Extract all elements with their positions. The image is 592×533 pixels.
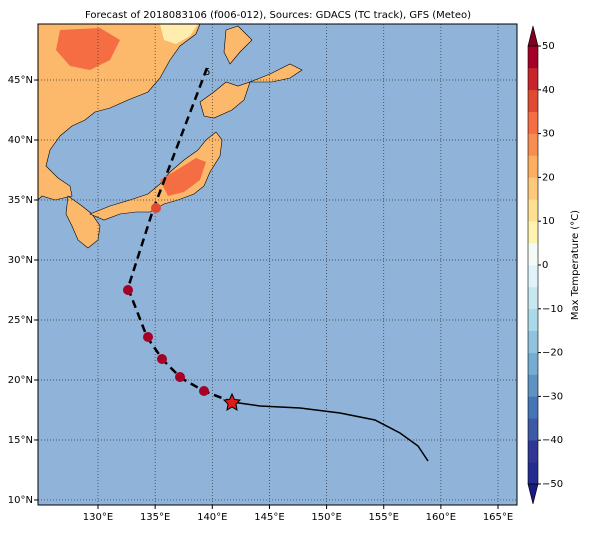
colorbar-tick-label: 40 <box>542 85 555 96</box>
x-tick-label: 130°E <box>83 512 113 523</box>
colorbar-segment <box>528 352 538 375</box>
colorbar-tick-label: 0 <box>542 260 548 271</box>
colorbar-segment <box>528 199 538 222</box>
title: Forecast of 2018083106 (f006-012), Sourc… <box>85 10 471 21</box>
y-tick-label: 30°N <box>8 255 33 266</box>
colorbar-tick-label: −20 <box>542 348 563 359</box>
colorbar-segment <box>528 286 538 310</box>
track-label: 6 <box>204 67 210 78</box>
y-tick-label: 10°N <box>8 495 33 506</box>
colorbar-segment <box>528 374 538 397</box>
colorbar-segment <box>528 111 538 134</box>
colorbar-segment <box>528 440 538 463</box>
colorbar-tick-label: 30 <box>542 129 555 140</box>
colorbar-segment <box>528 46 538 69</box>
colorbar-tick-label: −50 <box>542 479 563 490</box>
colorbar-segment <box>528 330 538 353</box>
x-tick-label: 155°E <box>369 512 399 523</box>
colorbar-under <box>527 483 539 505</box>
colorbar-tick-label: 10 <box>542 216 555 227</box>
land <box>37 23 303 249</box>
colorbar-tick-label: −30 <box>542 391 563 402</box>
colorbar-segment <box>528 265 538 288</box>
y-tick-label: 45°N <box>8 75 33 86</box>
storm-track <box>123 67 429 462</box>
x-tick-label: 150°E <box>311 512 341 523</box>
x-tick-label: 165°E <box>483 512 513 523</box>
colorbar-segment <box>528 67 538 91</box>
colorbar-over <box>527 25 539 47</box>
colorbar-segment <box>528 133 538 156</box>
y-tick-label: 35°N <box>8 195 33 206</box>
colorbar-segment <box>528 396 538 419</box>
colorbar-segment <box>528 89 538 112</box>
colorbar-segment <box>528 418 538 441</box>
colorbar-tick-label: 50 <box>542 41 555 52</box>
y-tick-label: 20°N <box>8 375 33 386</box>
colorbar-segment <box>528 221 538 244</box>
y-tick-label: 25°N <box>8 315 33 326</box>
colorbar-tick-label: −10 <box>542 304 563 315</box>
colorbar-tick-label: 20 <box>542 172 555 183</box>
x-tick-label: 160°E <box>426 512 456 523</box>
colorbar-segment <box>528 155 538 178</box>
y-tick-label: 40°N <box>8 135 33 146</box>
colorbar-segment <box>528 243 538 266</box>
colorbar-segment <box>528 177 538 200</box>
map-frame <box>37 23 518 506</box>
x-tick-label: 145°E <box>254 512 284 523</box>
colorbar-segment <box>528 462 538 485</box>
y-tick-label: 15°N <box>8 435 33 446</box>
colorbar-tick-label: −40 <box>542 435 563 446</box>
x-tick-label: 135°E <box>140 512 170 523</box>
x-tick-label: 140°E <box>197 512 227 523</box>
colorbar-label: Max Temperature (°C) <box>570 210 581 320</box>
colorbar-segment <box>528 308 538 331</box>
